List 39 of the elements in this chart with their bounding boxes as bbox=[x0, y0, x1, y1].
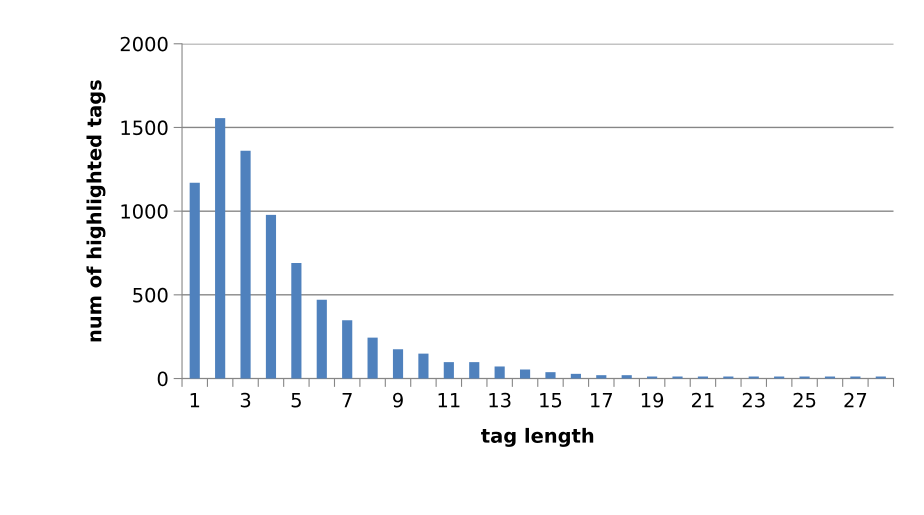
bar bbox=[444, 362, 454, 379]
bar bbox=[316, 300, 327, 379]
x-tick-label: 21 bbox=[692, 392, 714, 408]
bar bbox=[545, 372, 556, 379]
bar bbox=[520, 369, 530, 379]
y-tick-label: 2000 bbox=[120, 36, 168, 52]
y-tick-label: 1500 bbox=[121, 120, 168, 136]
x-axis-title: tag length bbox=[481, 428, 594, 447]
bar bbox=[570, 374, 581, 379]
bar bbox=[368, 338, 378, 379]
bar bbox=[494, 366, 505, 379]
bar bbox=[418, 354, 429, 379]
x-tick-label: 17 bbox=[591, 393, 612, 408]
bar bbox=[240, 150, 251, 379]
x-tick-label: 3 bbox=[240, 392, 250, 408]
y-axis-title: num of highlighted tags bbox=[86, 80, 106, 342]
x-tick-label: 25 bbox=[794, 392, 816, 408]
x-tick-label: 19 bbox=[642, 392, 664, 408]
bar bbox=[190, 182, 200, 379]
bar bbox=[266, 214, 276, 379]
bar bbox=[392, 349, 404, 379]
bar bbox=[342, 320, 352, 379]
x-tick-label: 15 bbox=[540, 393, 562, 408]
bar bbox=[469, 362, 480, 379]
x-tick-label: 1 bbox=[190, 393, 200, 408]
bar bbox=[596, 375, 606, 379]
y-tick-label: 500 bbox=[133, 288, 168, 302]
y-tick-label: 0 bbox=[158, 371, 168, 386]
bar bbox=[215, 118, 226, 379]
x-tick-label: 11 bbox=[438, 393, 460, 408]
x-tick-label: 9 bbox=[393, 392, 403, 408]
x-tick-label: 27 bbox=[844, 392, 866, 408]
x-tick-label: 5 bbox=[292, 393, 301, 408]
x-tick-label: 7 bbox=[342, 393, 352, 408]
bar bbox=[622, 375, 632, 379]
x-tick-label: 23 bbox=[742, 392, 765, 408]
bar bbox=[291, 263, 302, 379]
y-tick-label: 1000 bbox=[121, 204, 168, 219]
x-tick-label: 13 bbox=[489, 392, 510, 408]
